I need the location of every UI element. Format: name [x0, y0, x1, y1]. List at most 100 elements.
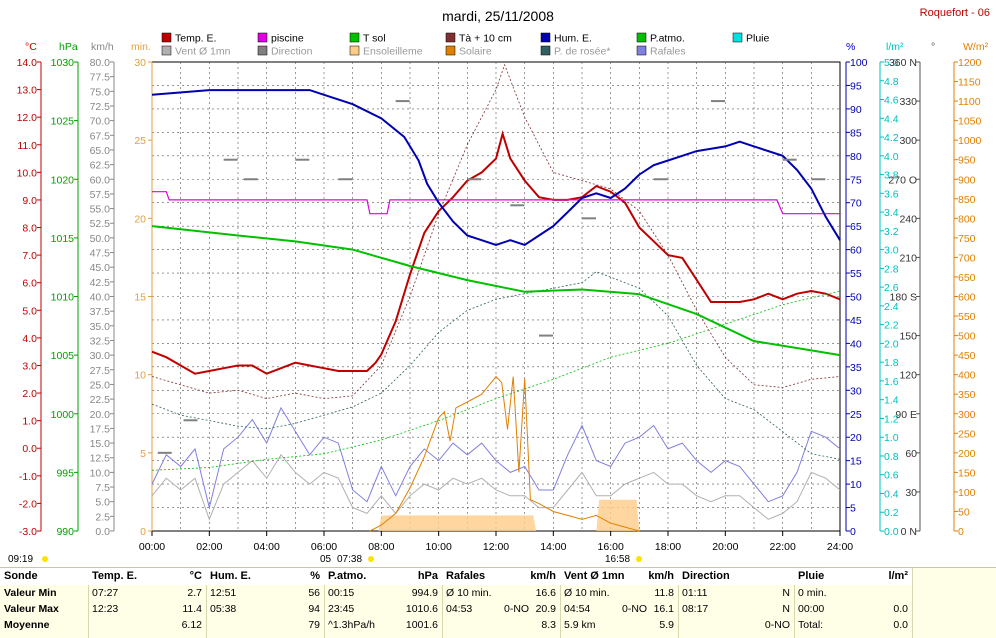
- axis-tick-label-wm2: 550: [958, 311, 976, 323]
- stats-direction-min-value: N: [782, 587, 790, 599]
- stats-patm-avg-value: 1001.6: [405, 619, 438, 631]
- axis-tick-label-wm2: 150: [958, 467, 976, 479]
- axis-tick-label-percent: 5: [850, 503, 856, 515]
- axis-tick-label-minutes: 5: [140, 448, 146, 460]
- axis-tick-label-wm2: 500: [958, 331, 976, 343]
- axis-tick-label-celsius: 11.0: [17, 140, 37, 152]
- axis-tick-label-celsius: -1.0: [19, 471, 37, 483]
- axis-tick-label-kmh: 22.5: [90, 394, 111, 406]
- time-tick-label: 04:00: [254, 541, 280, 553]
- axis-tick-label-celsius: 12.0: [17, 112, 38, 124]
- axis-tick-label-dir: 210: [899, 252, 917, 264]
- stats-rafales-r1c: 16.6: [535, 587, 556, 599]
- sunrise-icon: [368, 556, 374, 562]
- stats-direction-avg-value: 0-NO: [764, 619, 790, 631]
- axis-tick-label-rain: 2.2: [884, 320, 899, 332]
- stats-hum-min-time: 12:51: [210, 587, 237, 599]
- time-tick-label: 18:00: [655, 541, 681, 553]
- axis-tick-label-percent: 0: [850, 526, 856, 538]
- legend-label-tsol: T sol: [363, 33, 386, 45]
- axis-tick-label-rain: 2.4: [884, 301, 899, 313]
- stats-hum-avg-value: 79: [308, 619, 320, 631]
- stats-hum-head: Hum. E.: [210, 570, 251, 582]
- time-tick-label: 00:00: [139, 541, 165, 553]
- axis-tick-label-percent: 35: [850, 362, 862, 374]
- legend-label-pluie: Pluie: [746, 33, 770, 45]
- axis-tick-label-dir: 270 O: [888, 174, 917, 186]
- stats-rafales-unit: km/h: [530, 570, 556, 582]
- start-time-label: 09:19: [8, 554, 33, 565]
- axis-unit-4: %: [846, 41, 855, 53]
- legend-swatch-solaire: [445, 45, 456, 56]
- axis-tick-label-kmh: 47.5: [90, 248, 111, 260]
- axis-tick-label-wm2: 50: [958, 506, 970, 518]
- stats-hum-max-value: 94: [308, 603, 320, 615]
- time-axis: 00:00 02:00 04:00 06:00 08:00 10:00 12:00 14:00…: [8, 531, 853, 565]
- stats-pluie-r3a: Total:: [798, 619, 824, 631]
- axis-tick-label-dir: 240: [899, 213, 917, 225]
- axis-tick-label-percent: 55: [850, 268, 862, 280]
- axis-tick-label-minutes: 15: [134, 292, 146, 304]
- axis-tick-label-rain: 0.6: [884, 470, 899, 482]
- axis-tick-label-hpa: 1015: [51, 233, 75, 245]
- axis-tick-label-wm2: 600: [958, 292, 976, 304]
- series-line-patm: [151, 225, 841, 357]
- stats-patm-max-time: 23:45: [328, 603, 355, 615]
- axis-tick-label-dir: 150: [899, 331, 917, 343]
- axis-tick-label-dir: 180 S: [890, 292, 917, 304]
- axis-tick-label-dir: 330: [899, 96, 917, 108]
- stats-rafales-head: Rafales: [446, 570, 486, 582]
- axis-tick-label-kmh: 0.0: [95, 526, 110, 538]
- axis-tick-label-kmh: 80.0: [90, 57, 111, 69]
- stats-direction-max-time: 08:17: [682, 603, 709, 615]
- stats-max-label: Valeur Max: [4, 603, 59, 615]
- axis-unit-2: km/h: [91, 41, 114, 53]
- axis-tick-label-kmh: 52.5: [90, 218, 111, 230]
- axis-tick-label-percent: 45: [850, 315, 862, 327]
- axis-tick-label-rain: 3.4: [884, 207, 899, 219]
- legend-swatch-vent: [161, 45, 172, 56]
- axis-tick-label-celsius: -2.0: [19, 498, 37, 510]
- sunrise-label: 07:38: [337, 554, 362, 565]
- axis-tick-label-hpa: 995: [56, 467, 74, 479]
- axis-tick-label-dir: 0 N: [901, 526, 917, 538]
- axis-tick-label-kmh: 15.0: [90, 438, 111, 450]
- stats-sonde-head: Sonde: [0, 568, 88, 585]
- axis-tick-label-minutes: 25: [134, 135, 146, 147]
- stats-temp-max-value: 11.4: [182, 603, 202, 615]
- legend-label-direction: Direction: [271, 46, 313, 58]
- stats-min-label: Valeur Min: [4, 587, 57, 599]
- axis-tick-label-rain: 0.4: [884, 488, 899, 500]
- axis-tick-label-kmh: 37.5: [90, 306, 111, 318]
- stats-hum-unit: %: [310, 570, 320, 582]
- axis-unit-0: °C: [25, 41, 37, 53]
- axis-tick-label-kmh: 42.5: [90, 277, 111, 289]
- axis-tick-label-percent: 85: [850, 127, 862, 139]
- axis-tick-label-hpa: 1020: [51, 174, 75, 186]
- axis-tick-label-percent: 30: [850, 385, 862, 397]
- time-tick-label: 12:00: [483, 541, 509, 553]
- axis-tick-label-percent: 25: [850, 409, 862, 421]
- legend-label-rosee: P. de rosée*: [554, 46, 610, 58]
- stats-avg-label: Moyenne: [4, 619, 50, 631]
- series-line-piscine: [152, 191, 840, 215]
- axis-tick-label-wm2: 1100: [958, 96, 981, 108]
- axis-tick-label-celsius: 10.0: [17, 167, 38, 179]
- series-line-vent: [151, 453, 841, 521]
- stats-pluie-head: Pluie: [798, 570, 825, 582]
- legend-swatch-hum: [540, 32, 551, 43]
- time-tick-label: 08:00: [368, 541, 394, 553]
- legend-label-temp: Temp. E.: [175, 33, 216, 45]
- axis-tick-label-kmh: 17.5: [90, 423, 111, 435]
- axis-tick-label-wm2: 650: [958, 272, 976, 284]
- axis-unit-6: °: [931, 41, 935, 53]
- axis-tick-label-rain: 4.0: [884, 151, 899, 163]
- stats-temp-unit: °C: [189, 570, 202, 582]
- legend-swatch-piscine: [257, 32, 268, 43]
- stats-patm-max-value: 1010.6: [405, 603, 438, 615]
- axis-tick-label-wm2: 900: [958, 174, 976, 186]
- axis-tick-label-wm2: 750: [958, 233, 976, 245]
- legend-label-patm: P.atmo.: [650, 33, 685, 45]
- axis-tick-label-minutes: 10: [134, 370, 146, 382]
- axis-unit-1: hPa: [59, 41, 78, 53]
